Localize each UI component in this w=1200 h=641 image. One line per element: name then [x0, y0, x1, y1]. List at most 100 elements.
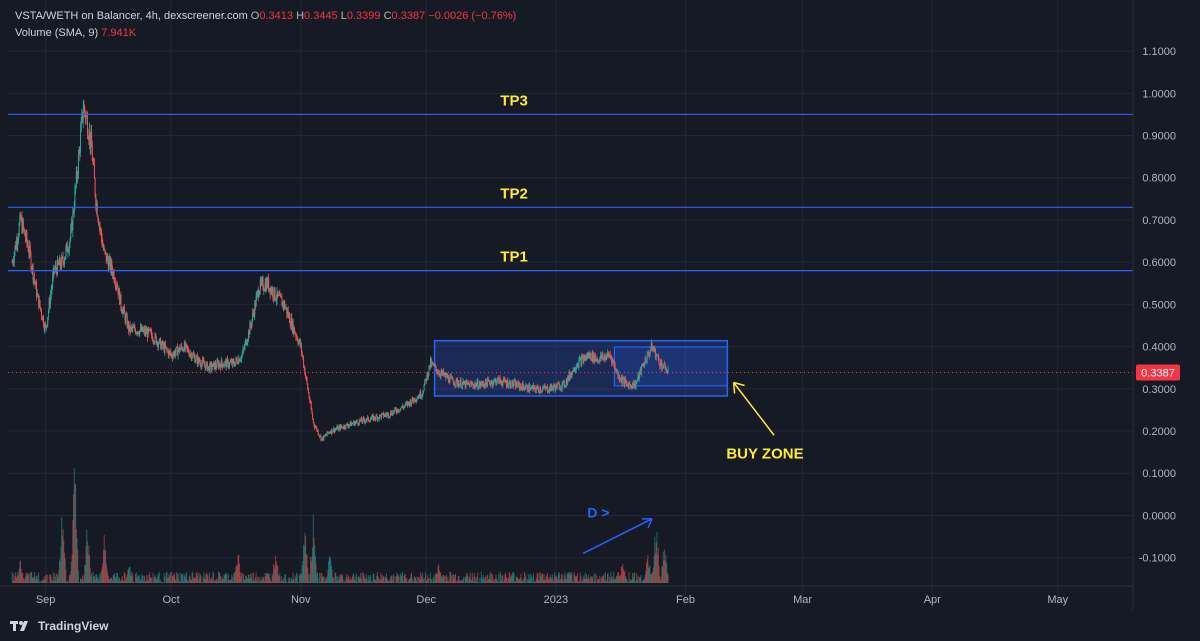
- candle-body: [367, 416, 369, 418]
- volume-bar: [488, 578, 490, 583]
- volume-bar: [477, 582, 479, 583]
- volume-bar: [79, 578, 81, 583]
- volume-bar: [496, 580, 498, 583]
- brand[interactable]: TradingView: [10, 619, 108, 633]
- volume-bar: [634, 572, 636, 583]
- volume-bar: [631, 579, 633, 583]
- candle-body: [599, 355, 601, 359]
- volume-bar: [599, 575, 601, 583]
- volume-bar: [378, 578, 380, 583]
- tradingview-logo-icon: [10, 621, 28, 631]
- volume-bar: [395, 575, 397, 583]
- volume-bar: [107, 572, 109, 583]
- volume-bar: [384, 576, 386, 583]
- volume-bar: [26, 575, 28, 583]
- candle-body: [519, 385, 521, 389]
- candle-body: [285, 307, 287, 309]
- volume-bar: [495, 574, 497, 583]
- volume-bar: [569, 572, 571, 583]
- volume-bar: [538, 572, 540, 583]
- volume-bar: [328, 560, 330, 583]
- candle-body: [137, 331, 139, 334]
- candle-body: [514, 381, 516, 388]
- volume-bar: [158, 571, 160, 583]
- candle-body: [369, 421, 371, 423]
- candle-body: [663, 362, 665, 369]
- candle-body: [69, 239, 71, 244]
- volume-bar: [213, 573, 215, 583]
- volume-bar: [576, 573, 578, 583]
- volume-bar: [92, 571, 94, 583]
- volume-bar: [589, 578, 591, 583]
- volume-bar: [125, 580, 127, 583]
- candle-body: [662, 366, 664, 369]
- candle-body: [17, 235, 19, 241]
- volume-bar: [224, 572, 226, 583]
- volume-bar: [119, 581, 121, 583]
- candle-body: [554, 386, 556, 391]
- volume-bar: [508, 572, 510, 583]
- volume-bar: [335, 572, 337, 583]
- y-tick-label: 0.8000: [1142, 173, 1176, 185]
- candle-body: [308, 392, 310, 399]
- candle-body: [342, 426, 344, 429]
- volume-bar: [355, 581, 357, 583]
- footer-bar: [0, 614, 1200, 641]
- volume-bar: [594, 580, 596, 583]
- volume-bar: [427, 578, 429, 583]
- volume-bar: [587, 577, 589, 583]
- candle-body: [406, 402, 408, 404]
- volume-bar: [182, 573, 184, 583]
- candle-body: [380, 415, 382, 418]
- volume-bar: [358, 576, 360, 583]
- candle-body: [340, 425, 342, 428]
- candle-body: [319, 435, 321, 437]
- volume-bar: [408, 579, 410, 583]
- candle-body: [473, 385, 475, 388]
- volume-bar: [454, 574, 456, 583]
- candle-body: [422, 393, 424, 395]
- volume-bar: [420, 575, 422, 583]
- candle-body: [108, 260, 110, 270]
- candle-body: [564, 386, 566, 388]
- volume-bar: [171, 571, 173, 583]
- candle-body: [605, 356, 607, 360]
- volume-bar: [443, 576, 445, 583]
- volume-bar: [444, 581, 446, 583]
- candle-body: [353, 421, 355, 424]
- candle-body: [565, 385, 567, 387]
- candle-body: [162, 341, 164, 347]
- candle-body: [324, 435, 326, 437]
- candle-body: [541, 390, 543, 392]
- candle-body: [104, 249, 106, 252]
- candle-body: [54, 265, 56, 270]
- x-tick-label: Dec: [416, 594, 436, 606]
- volume-bar: [503, 582, 505, 583]
- volume-bar: [351, 576, 353, 583]
- candle-body: [599, 358, 601, 363]
- candle-body: [346, 424, 348, 426]
- candle-body: [334, 429, 336, 432]
- candle-body: [38, 294, 40, 307]
- volume-bar: [155, 577, 157, 583]
- candle-body: [132, 326, 134, 330]
- volume-bar: [662, 566, 664, 583]
- candle-body: [30, 253, 32, 269]
- volume-bar: [468, 580, 470, 583]
- candle-body: [96, 203, 98, 208]
- candle-body: [45, 324, 47, 328]
- volume-bar: [379, 580, 381, 583]
- volume-bar: [388, 579, 390, 583]
- candle-body: [354, 422, 356, 426]
- volume-bar: [54, 576, 56, 583]
- candle-body: [103, 249, 105, 251]
- volume-bar: [466, 574, 468, 583]
- volume-bar: [534, 580, 536, 583]
- volume-bar: [590, 576, 592, 583]
- candle-body: [213, 362, 215, 364]
- volume-bar: [448, 579, 450, 583]
- volume-bar: [222, 578, 224, 583]
- candle-body: [462, 380, 464, 384]
- candle-body: [254, 302, 256, 316]
